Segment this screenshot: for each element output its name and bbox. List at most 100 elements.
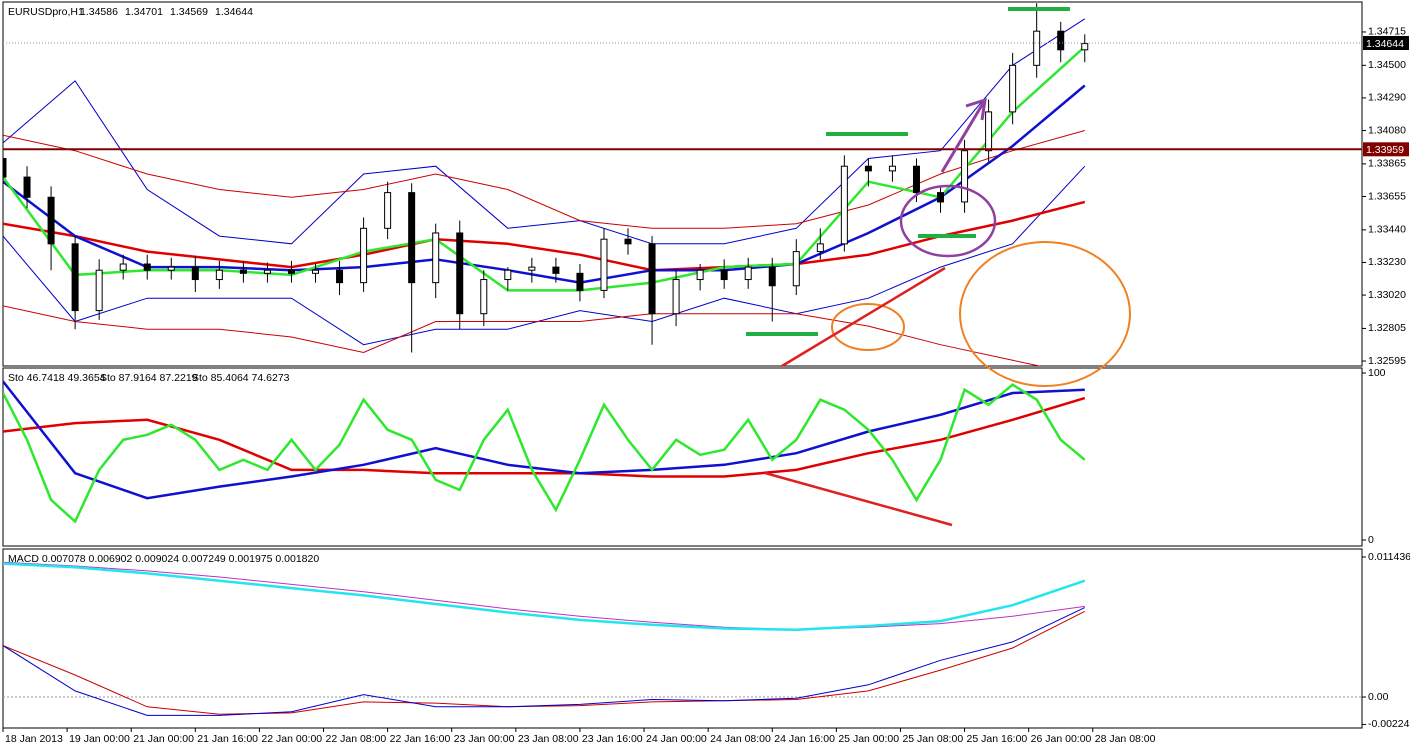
purple-circle bbox=[899, 184, 997, 258]
candle-body bbox=[840, 165, 848, 245]
pane-plot bbox=[3, 380, 1086, 524]
candle-body bbox=[888, 165, 896, 172]
indicator-line bbox=[3, 165, 1086, 346]
candle-body bbox=[768, 266, 776, 287]
y-tick-label: 1.34500 bbox=[1368, 59, 1406, 71]
candle-body bbox=[961, 150, 969, 203]
pane-plot bbox=[3, 561, 1362, 716]
x-tick-label: 24 Jan 00:00 bbox=[646, 733, 707, 745]
candle-body bbox=[336, 269, 344, 284]
x-tick-label: 24 Jan 16:00 bbox=[774, 733, 835, 745]
y-tick-label: 1.34290 bbox=[1368, 92, 1406, 104]
y-tick-label: 0.011436 bbox=[1368, 551, 1410, 563]
indicator-line bbox=[3, 396, 1086, 478]
candle-body bbox=[816, 243, 824, 253]
purple-arrow bbox=[940, 99, 987, 173]
x-tick-label: 22 Jan 16:00 bbox=[390, 733, 451, 745]
ohlc-value: 1.34569 bbox=[170, 6, 208, 18]
x-tick-label: 23 Jan 00:00 bbox=[454, 733, 515, 745]
candle-body bbox=[23, 176, 31, 198]
x-tick-label: 21 Jan 16:00 bbox=[197, 733, 258, 745]
candle-body bbox=[47, 196, 55, 245]
level-label: 1.33959 bbox=[1366, 144, 1404, 156]
x-tick-label: 25 Jan 08:00 bbox=[902, 733, 963, 745]
indicator-line bbox=[3, 610, 1086, 715]
x-tick-label: 24 Jan 08:00 bbox=[710, 733, 771, 745]
candle-body bbox=[552, 266, 560, 274]
indicator-line bbox=[3, 380, 1085, 500]
indicator-line bbox=[3, 383, 1086, 524]
candle-body bbox=[239, 269, 247, 274]
symbol-title: EURUSDpro,H1 bbox=[8, 6, 84, 18]
indicator-line bbox=[3, 18, 1086, 245]
purple-arrow-head bbox=[965, 97, 987, 121]
x-tick-label: 22 Jan 00:00 bbox=[261, 733, 322, 745]
x-tick-label: 25 Jan 00:00 bbox=[838, 733, 899, 745]
y-tick-label: 1.33230 bbox=[1368, 256, 1406, 268]
y-tick-label: -0.00224 bbox=[1368, 718, 1410, 730]
x-tick-label: 23 Jan 08:00 bbox=[518, 733, 579, 745]
level-box bbox=[1363, 142, 1409, 157]
ohlc-value: 1.34701 bbox=[125, 6, 163, 18]
y-tick-label: 1.33655 bbox=[1368, 190, 1406, 202]
current-price-box bbox=[1363, 35, 1409, 50]
candle-body bbox=[312, 269, 320, 274]
candle-body bbox=[576, 272, 584, 291]
y-tick-label: 1.32595 bbox=[1368, 355, 1406, 367]
orange-circle bbox=[959, 241, 1131, 387]
indicator-line bbox=[3, 561, 1085, 631]
y-tick-label: 1.34715 bbox=[1368, 26, 1406, 38]
candle-body bbox=[1033, 30, 1041, 66]
y-tick-label: 1.33440 bbox=[1368, 224, 1406, 236]
x-tick-label: 26 Jan 00:00 bbox=[1031, 733, 1092, 745]
x-tick-label: 25 Jan 16:00 bbox=[967, 733, 1028, 745]
candle-body bbox=[456, 232, 464, 315]
candle-body bbox=[864, 165, 872, 172]
indicator-line bbox=[3, 200, 1086, 272]
candle-body bbox=[360, 227, 368, 284]
indicator-line bbox=[3, 84, 1086, 284]
candle-body bbox=[624, 238, 632, 245]
candle-body bbox=[1057, 30, 1065, 51]
trend-line bbox=[781, 266, 946, 368]
candle-body bbox=[263, 269, 271, 274]
candle-body bbox=[143, 263, 151, 271]
y-tick-label: 1.34080 bbox=[1368, 124, 1406, 136]
macd-pane bbox=[2, 548, 1363, 729]
candle-body bbox=[720, 269, 728, 281]
candle-body bbox=[119, 263, 127, 271]
candle-body bbox=[792, 251, 800, 287]
x-tick-label: 22 Jan 08:00 bbox=[326, 733, 387, 745]
candle-body bbox=[95, 269, 103, 312]
candle-body bbox=[215, 269, 223, 281]
y-tick-label: 0 bbox=[1368, 534, 1374, 546]
indicator-line bbox=[3, 45, 1086, 292]
indicator-label: Sto 87.9164 87.2219 bbox=[100, 372, 198, 384]
stochastic-pane bbox=[2, 367, 1363, 547]
indicator-line bbox=[3, 562, 1086, 631]
plot-layer: 1.34715 1.34500 1.34290 1.34080 1.33865 1.336… bbox=[2, 3, 1410, 745]
y-tick-label: 1.33020 bbox=[1368, 289, 1406, 301]
orange-circle bbox=[831, 303, 905, 351]
candle-body bbox=[937, 192, 945, 203]
y-tick-label: 1.32805 bbox=[1368, 322, 1406, 334]
current-price-label: 1.34644 bbox=[1366, 38, 1404, 50]
ohlc-value: 1.34586 bbox=[80, 6, 118, 18]
candle-body bbox=[1009, 64, 1017, 113]
indicator-line bbox=[3, 305, 1042, 366]
candle-body bbox=[384, 192, 392, 229]
trend-line bbox=[764, 471, 953, 527]
candle-body bbox=[600, 238, 608, 291]
indicator-label: Sto 46.7418 49.3654 bbox=[8, 372, 106, 384]
candle-body bbox=[672, 279, 680, 315]
x-tick-label: 23 Jan 16:00 bbox=[582, 733, 643, 745]
candle-body bbox=[648, 243, 656, 315]
candle-body bbox=[744, 266, 752, 281]
candle-body bbox=[408, 192, 416, 284]
candle-body bbox=[528, 266, 536, 271]
x-tick-label: 21 Jan 00:00 bbox=[133, 733, 194, 745]
candle-body bbox=[71, 243, 79, 312]
x-tick-label: 19 Jan 00:00 bbox=[69, 733, 130, 745]
